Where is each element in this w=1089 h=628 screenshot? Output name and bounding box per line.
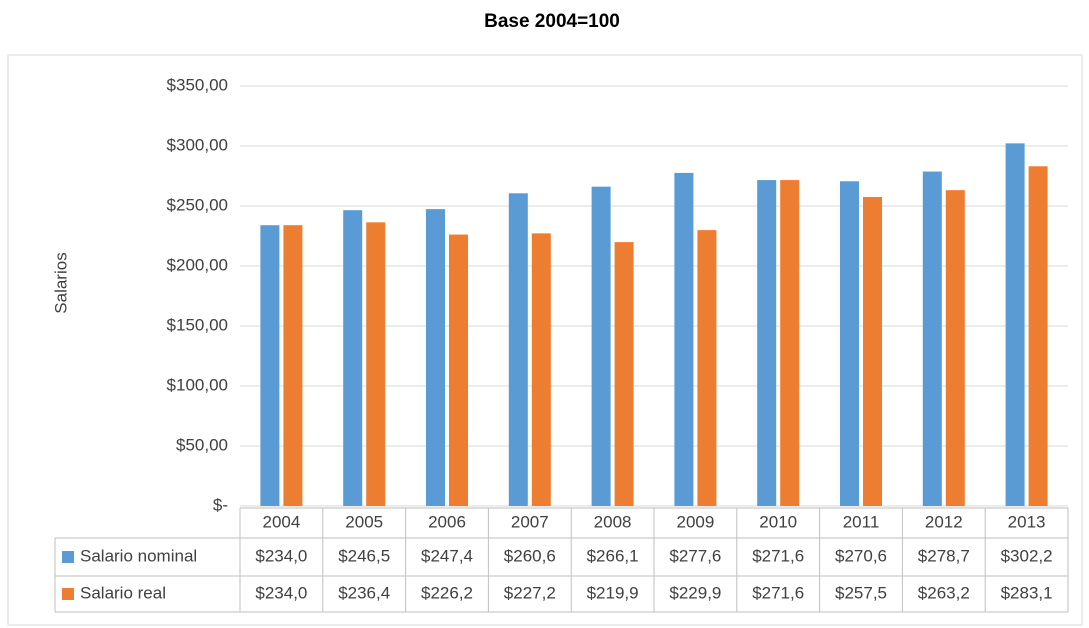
table-value: $271,6 (752, 546, 804, 565)
table-value: $246,5 (338, 546, 390, 565)
table-value: $260,6 (504, 546, 556, 565)
x-tick-label: 2010 (759, 512, 797, 531)
x-tick-label: 2012 (925, 512, 963, 531)
bar (840, 181, 859, 506)
bar (674, 172, 694, 506)
bar (531, 233, 551, 507)
chart-title: Base 2004=100 (484, 11, 620, 32)
table-value: $247,4 (421, 546, 473, 565)
bar (922, 171, 942, 506)
table-value: $257,5 (835, 583, 887, 602)
table-value: $227,2 (504, 583, 556, 602)
x-tick-label: 2013 (1008, 512, 1046, 531)
table-value: $234,0 (255, 546, 307, 565)
table-value: $266,1 (587, 546, 639, 565)
y-tick-label: $- (213, 495, 228, 514)
x-tick-label: 2006 (428, 512, 466, 531)
bar (614, 242, 634, 506)
bar (780, 180, 800, 506)
x-tick-label: 2009 (676, 512, 714, 531)
legend-label: Salario nominal (80, 546, 197, 565)
legend-swatch (62, 551, 74, 563)
bar (449, 234, 468, 506)
x-tick-label: 2008 (594, 512, 632, 531)
table-value: $271,6 (752, 583, 804, 602)
y-tick-label: $350,00 (167, 75, 228, 94)
legend-swatch (62, 588, 74, 600)
bar (366, 222, 386, 506)
y-tick-label: $150,00 (167, 315, 228, 334)
chart-frame (7, 54, 1083, 626)
bar (260, 225, 280, 506)
table-value: $283,1 (1001, 583, 1053, 602)
bar (1028, 166, 1048, 506)
y-tick-label: $250,00 (167, 195, 228, 214)
bar (283, 225, 303, 506)
y-tick-label: $200,00 (167, 255, 228, 274)
table-value: $234,0 (255, 583, 307, 602)
table-value: $263,2 (918, 583, 970, 602)
y-tick-label: $100,00 (167, 375, 228, 394)
bar (697, 230, 717, 506)
bar (945, 190, 965, 506)
y-tick-label: $50,00 (176, 435, 228, 454)
bar (863, 197, 882, 506)
y-tick-label: $300,00 (167, 135, 228, 154)
x-tick-label: 2011 (843, 512, 880, 531)
table-value: $226,2 (421, 583, 473, 602)
bar (508, 193, 528, 506)
x-tick-label: 2004 (262, 512, 300, 531)
bar (757, 180, 777, 506)
legend-label: Salario real (80, 583, 166, 602)
bar (1005, 143, 1025, 507)
table-value: $302,2 (1001, 546, 1053, 565)
table-value: $236,4 (338, 583, 390, 602)
table-value: $219,9 (587, 583, 639, 602)
bar (426, 209, 445, 506)
x-tick-label: 2005 (345, 512, 383, 531)
table-value: $278,7 (918, 546, 970, 565)
table-value: $229,9 (669, 583, 721, 602)
y-axis-label: Salarios (51, 252, 70, 313)
bar (591, 186, 611, 506)
bar (343, 210, 363, 506)
x-tick-label: 2007 (511, 512, 549, 531)
table-value: $270,6 (835, 546, 887, 565)
table-value: $277,6 (669, 546, 721, 565)
